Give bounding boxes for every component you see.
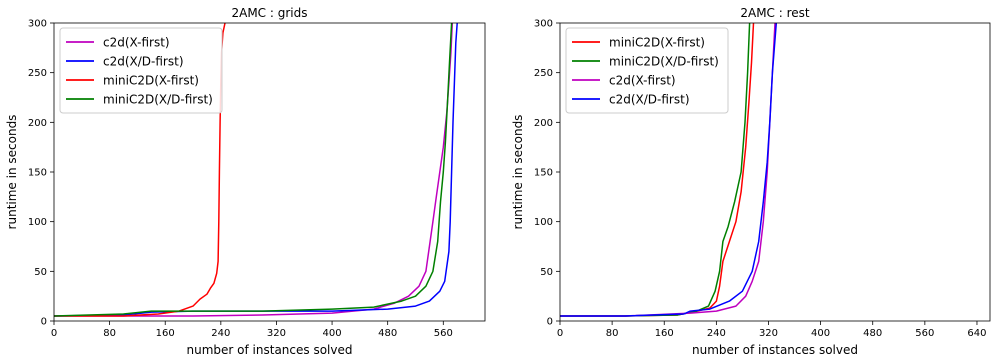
x-tick-label: 480	[378, 328, 397, 339]
y-tick-label: 150	[534, 168, 553, 179]
x-tick-label: 640	[967, 328, 986, 339]
y-tick-label: 0	[547, 317, 553, 328]
legend-label: miniC2D(X/D-first)	[609, 55, 719, 69]
x-tick-label: 560	[434, 328, 453, 339]
x-tick-label: 320	[759, 328, 778, 339]
chart-1: 0 80 160 240 320 400 480 560 0 50 100 150 200 250 300 2…	[5, 6, 486, 357]
series-group	[560, 23, 778, 317]
y-tick-label: 0	[41, 317, 47, 328]
x-tick-label: 0	[51, 328, 57, 339]
legend-label: c2d(X/D-first)	[103, 55, 184, 69]
x-tick-label: 240	[707, 328, 726, 339]
x-axis-label: number of instances solved	[187, 343, 353, 357]
y-tick-label: 50	[34, 267, 47, 278]
series-line-4	[560, 23, 778, 317]
y-tick-label: 150	[28, 168, 47, 179]
chart-title: 2AMC : grids	[231, 6, 307, 20]
legend-label: c2d(X-first)	[609, 74, 676, 88]
y-tick-label: 300	[534, 19, 553, 30]
y-tick-label: 200	[534, 118, 553, 129]
x-tick-label: 80	[606, 328, 619, 339]
y-tick-label: 50	[540, 267, 553, 278]
legend-label: miniC2D(X-first)	[609, 36, 705, 50]
y-tick-label: 250	[28, 68, 47, 79]
legend-label: miniC2D(X-first)	[103, 74, 199, 88]
y-tick-label: 100	[28, 217, 47, 228]
y-tick-label: 200	[28, 118, 47, 129]
y-axis-label: runtime in seconds	[5, 115, 19, 230]
chart-title: 2AMC : rest	[740, 6, 810, 20]
x-tick-label: 400	[811, 328, 830, 339]
x-tick-label: 160	[655, 328, 674, 339]
legend-label: c2d(X-first)	[103, 36, 170, 50]
series-line-4	[54, 23, 453, 317]
x-axis-label: number of instances solved	[692, 343, 858, 357]
x-tick-label: 240	[211, 328, 230, 339]
legend-box	[59, 27, 223, 114]
y-axis-label: runtime in seconds	[511, 115, 525, 230]
x-tick-label: 560	[915, 328, 934, 339]
legend-label: c2d(X/D-first)	[609, 93, 690, 107]
series-group	[54, 23, 458, 317]
legend-label: miniC2D(X/D-first)	[103, 93, 213, 107]
x-tick-label: 160	[156, 328, 175, 339]
x-tick-label: 80	[103, 328, 116, 339]
x-tick-label: 480	[863, 328, 882, 339]
y-tick-label: 300	[28, 19, 47, 30]
chart-2: 0 80 160 240 320 400 480 560 640 0 50 100 150 200 250 3…	[511, 6, 991, 357]
x-tick-label: 320	[267, 328, 286, 339]
x-tick-label: 400	[323, 328, 342, 339]
legend-box	[565, 27, 729, 114]
y-tick-label: 250	[534, 68, 553, 79]
x-tick-label: 0	[557, 328, 563, 339]
y-tick-label: 100	[534, 217, 553, 228]
